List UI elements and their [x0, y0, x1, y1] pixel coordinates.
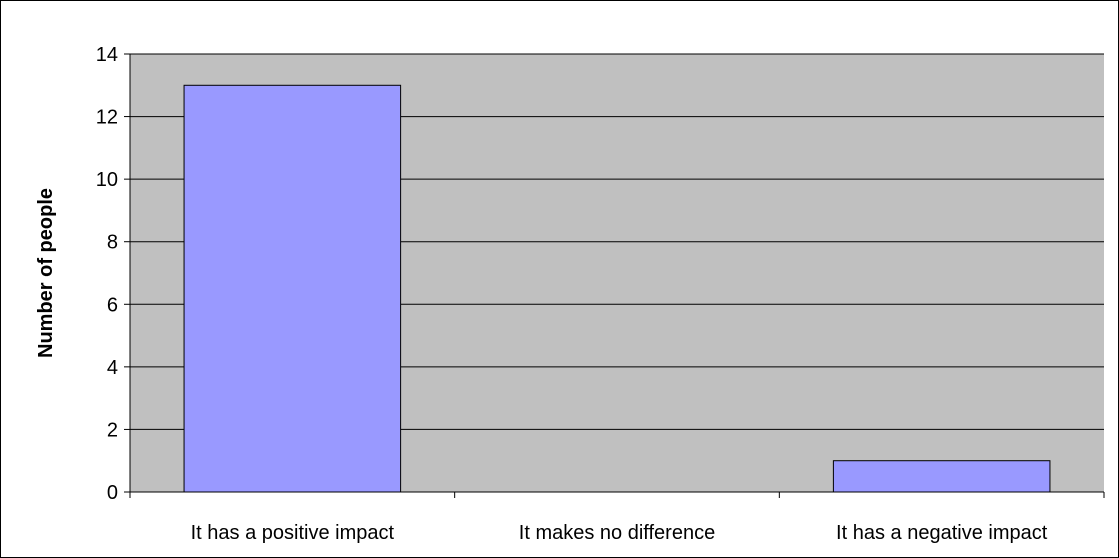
- y-tick-label: 8: [107, 232, 118, 254]
- y-tick-label: 6: [107, 294, 118, 316]
- x-tick-label: It has a positive impact: [191, 522, 395, 544]
- bar: [183, 84, 402, 493]
- y-tick-label: 14: [96, 44, 118, 66]
- y-tick-label: 12: [96, 107, 118, 129]
- axes: [124, 53, 1105, 498]
- x-tick-labels: It has a positive impact It makes no diff…: [191, 522, 1048, 544]
- y-axis-title: Number of people: [35, 188, 57, 358]
- y-tick-label: 4: [107, 357, 118, 379]
- y-tick-label: 0: [107, 482, 118, 504]
- y-tick-label: 10: [96, 169, 118, 191]
- y-tick-label: 2: [107, 419, 118, 441]
- x-tick-label: It has a negative impact: [836, 522, 1048, 544]
- bar: [832, 460, 1051, 493]
- y-tick-labels: 0 2 4 6 8 10 12 14: [96, 44, 118, 504]
- x-tick-label: It makes no difference: [519, 522, 715, 544]
